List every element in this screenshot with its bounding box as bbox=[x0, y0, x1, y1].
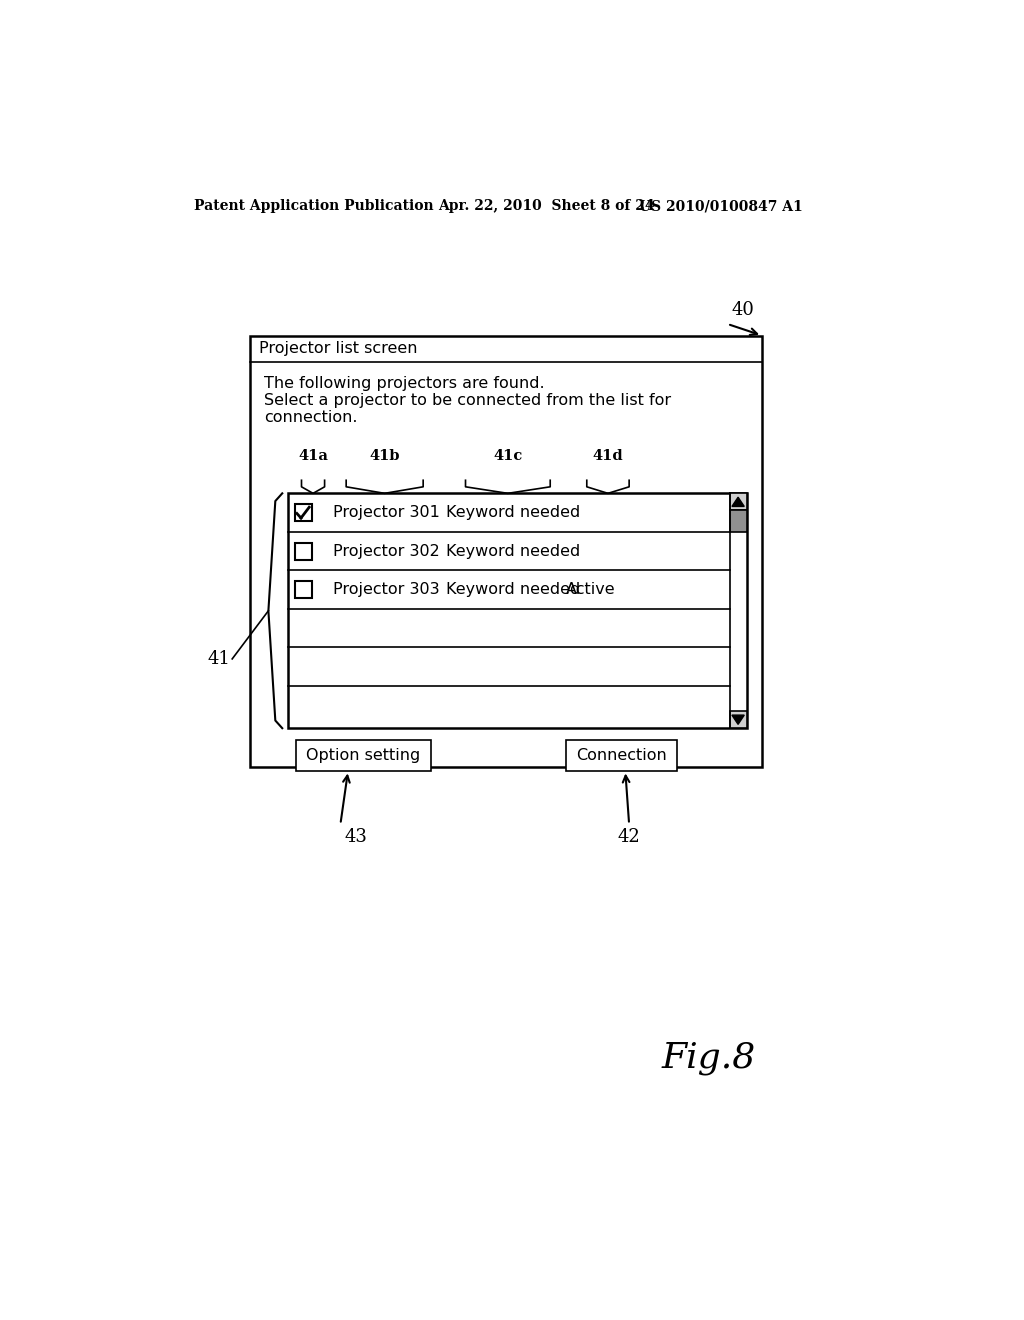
Text: 41d: 41d bbox=[593, 449, 624, 462]
Bar bbox=[289, 494, 746, 729]
Text: 41c: 41c bbox=[494, 449, 522, 462]
Text: US 2010/0100847 A1: US 2010/0100847 A1 bbox=[639, 199, 803, 213]
Text: Active: Active bbox=[565, 582, 615, 597]
Bar bbox=[565, 739, 677, 771]
Text: 40: 40 bbox=[731, 301, 754, 319]
Polygon shape bbox=[732, 715, 744, 725]
Text: Keyword needed: Keyword needed bbox=[446, 582, 581, 597]
Text: Projector list screen: Projector list screen bbox=[259, 342, 418, 356]
Polygon shape bbox=[732, 498, 744, 507]
Text: 41: 41 bbox=[208, 649, 230, 668]
Text: Projector 301: Projector 301 bbox=[333, 506, 440, 520]
Bar bbox=[250, 335, 762, 767]
Bar bbox=[730, 511, 746, 532]
Text: 43: 43 bbox=[344, 829, 368, 846]
Text: Keyword needed: Keyword needed bbox=[446, 544, 581, 558]
Text: Keyword needed: Keyword needed bbox=[446, 506, 581, 520]
Text: 42: 42 bbox=[617, 829, 640, 846]
Text: Fig.8: Fig.8 bbox=[662, 1040, 756, 1074]
Text: Select a projector to be connected from the list for: Select a projector to be connected from … bbox=[264, 393, 671, 408]
Text: Projector 302: Projector 302 bbox=[333, 544, 440, 558]
Text: Apr. 22, 2010  Sheet 8 of 24: Apr. 22, 2010 Sheet 8 of 24 bbox=[438, 199, 655, 213]
Text: Option setting: Option setting bbox=[306, 747, 421, 763]
Text: connection.: connection. bbox=[264, 411, 357, 425]
Bar bbox=[295, 581, 311, 598]
Text: Patent Application Publication: Patent Application Publication bbox=[194, 199, 433, 213]
Bar bbox=[296, 739, 431, 771]
Bar bbox=[295, 504, 311, 521]
Bar bbox=[295, 543, 311, 560]
Bar bbox=[730, 494, 746, 511]
Text: The following projectors are found.: The following projectors are found. bbox=[264, 376, 545, 391]
Text: 41a: 41a bbox=[298, 449, 328, 462]
Text: 41b: 41b bbox=[370, 449, 400, 462]
Text: Connection: Connection bbox=[577, 747, 667, 763]
Bar bbox=[730, 711, 746, 729]
Text: Projector 303: Projector 303 bbox=[333, 582, 439, 597]
